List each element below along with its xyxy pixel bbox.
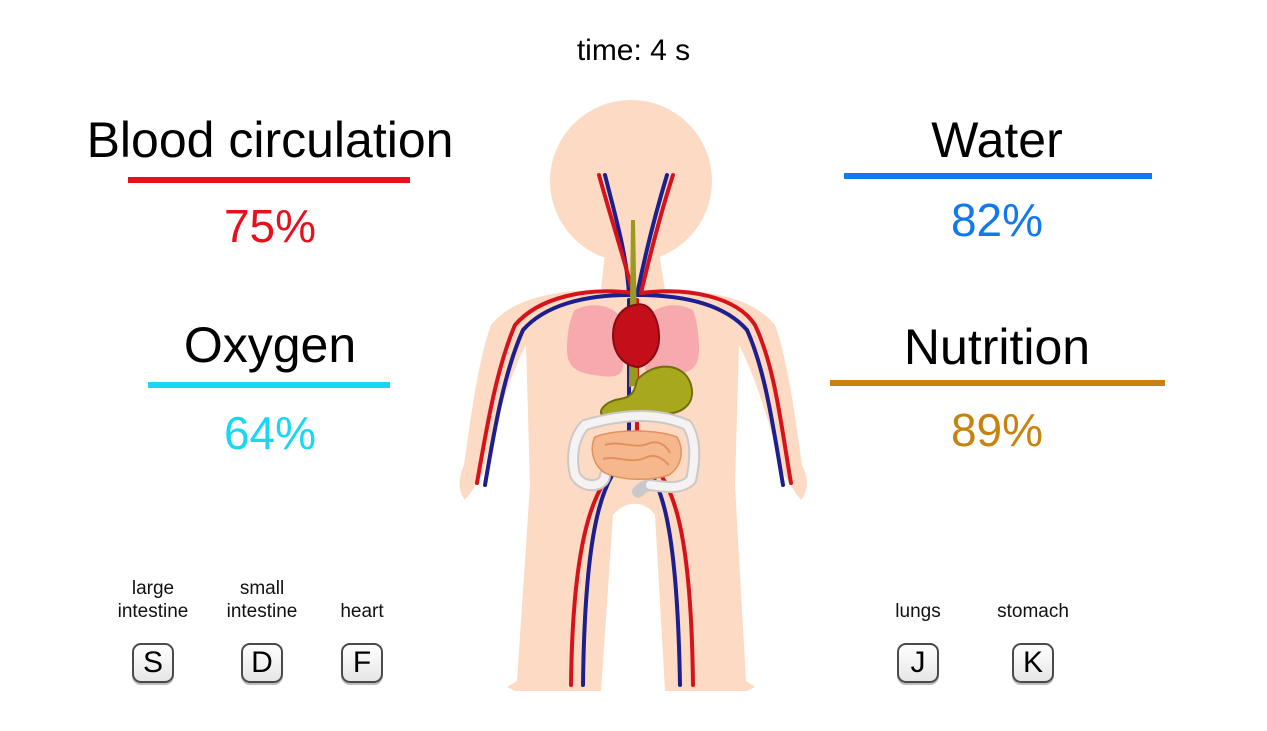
key-label-lungs: lungs: [895, 601, 941, 622]
heart-icon: [611, 303, 661, 369]
stat-water: Water 82%: [787, 115, 1207, 255]
stat-title: Water: [931, 112, 1063, 168]
stat-title: Nutrition: [903, 319, 1091, 375]
stat-title: Oxygen: [183, 317, 357, 373]
stat-value: 89%: [950, 404, 1044, 456]
stat-value: 82%: [950, 194, 1044, 246]
key-label-stomach: stomach: [997, 601, 1069, 622]
stat-title: Blood circulation: [86, 112, 454, 168]
key-d-button[interactable]: D: [241, 643, 283, 683]
human-body-figure: [459, 100, 807, 691]
stat-blood-circulation: Blood circulation 75%: [60, 115, 480, 255]
stat-value: 75%: [223, 200, 317, 252]
key-label-small-intestine: small intestine: [226, 578, 298, 622]
key-f-button[interactable]: F: [341, 643, 383, 683]
key-s-button[interactable]: S: [132, 643, 174, 683]
stat-bar: [128, 177, 410, 183]
stat-oxygen: Oxygen 64%: [60, 320, 480, 460]
stat-bar: [148, 382, 390, 388]
stat-nutrition: Nutrition 89%: [787, 322, 1207, 462]
key-label-large-intestine: large intestine: [117, 578, 189, 622]
stat-value: 64%: [223, 407, 317, 459]
stat-bar: [830, 380, 1165, 386]
key-k-button[interactable]: K: [1012, 643, 1054, 683]
key-j-button[interactable]: J: [897, 643, 939, 683]
small-intestine-icon: [591, 430, 682, 481]
key-label-heart: heart: [340, 601, 384, 622]
lungs-icon: [567, 305, 699, 377]
timer: time: 4 s: [576, 34, 691, 67]
stat-bar: [844, 173, 1152, 179]
